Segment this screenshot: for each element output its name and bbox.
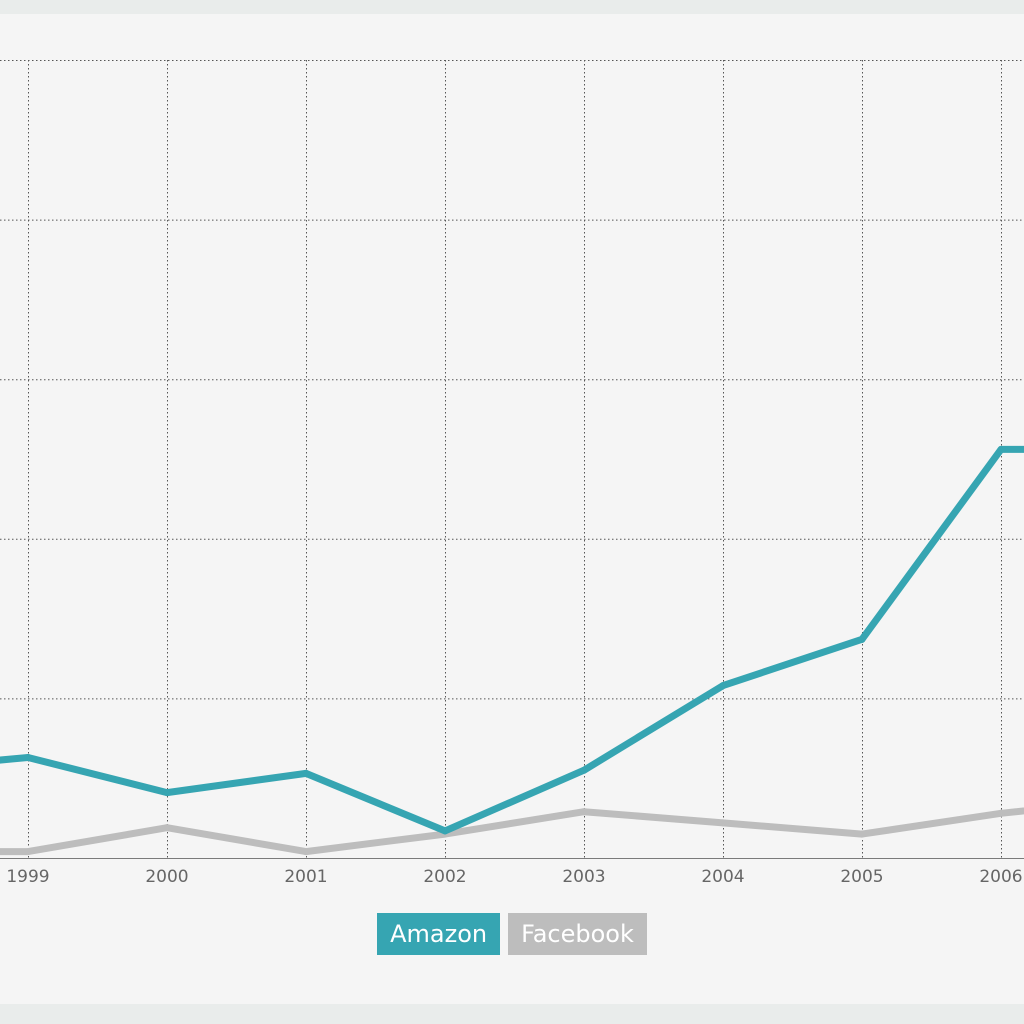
x-tick-label: 2004 (701, 867, 744, 887)
x-tick-label: 2006 (979, 867, 1022, 887)
x-tick-label: 2003 (562, 867, 605, 887)
data-point-amazon (997, 445, 1005, 453)
data-point-facebook (719, 819, 727, 827)
x-tick-label: 2001 (284, 867, 327, 887)
data-point-amazon (858, 635, 866, 643)
series-line-facebook (0, 807, 1024, 856)
chart-card (0, 14, 1024, 1004)
legend-item-facebook[interactable]: Facebook (508, 913, 647, 955)
x-tick-label: 2005 (840, 867, 883, 887)
data-point-amazon (580, 766, 588, 774)
data-point-facebook (997, 809, 1005, 817)
x-tick-label: 1999 (6, 867, 49, 887)
data-point-amazon (441, 827, 449, 835)
data-point-amazon (163, 789, 171, 797)
data-point-facebook (24, 848, 32, 856)
data-point-facebook (302, 848, 310, 856)
data-point-facebook (580, 808, 588, 816)
data-point-amazon (24, 753, 32, 761)
data-point-facebook (858, 830, 866, 838)
legend-item-amazon[interactable]: Amazon (377, 913, 501, 955)
data-point-amazon (719, 682, 727, 690)
series-line-amazon (0, 445, 1024, 835)
x-tick-label: 2000 (145, 867, 188, 887)
data-point-facebook (163, 824, 171, 832)
chart-legend: Amazon Facebook (0, 913, 1024, 955)
data-point-amazon (302, 769, 310, 777)
x-tick-label: 2002 (423, 867, 466, 887)
